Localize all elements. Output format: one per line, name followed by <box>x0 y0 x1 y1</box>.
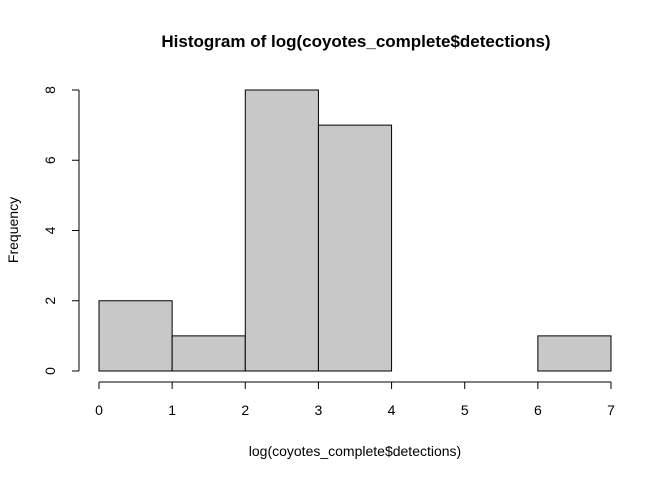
chart-title: Histogram of log(coyotes_complete$detect… <box>161 32 550 51</box>
histogram-bar-6 <box>537 335 612 372</box>
y-tick-label-1: 2 <box>42 297 58 305</box>
y-axis-label: Frequency <box>5 197 21 263</box>
x-tick-label-0: 0 <box>95 402 103 418</box>
y-tick-label-3: 6 <box>42 156 58 164</box>
x-tick-label-3: 3 <box>315 402 323 418</box>
x-tick-label-2: 2 <box>241 402 249 418</box>
histogram-bar-2 <box>244 89 319 372</box>
x-tick-label-1: 1 <box>168 402 176 418</box>
y-tick-label-4: 8 <box>42 86 58 94</box>
x-axis: 0 1 2 3 4 5 6 7 <box>95 381 615 418</box>
histogram-bar-0 <box>98 300 173 372</box>
x-tick-label-4: 4 <box>388 402 396 418</box>
x-tick-label-5: 5 <box>461 402 469 418</box>
y-tick-label-0: 0 <box>42 367 58 375</box>
histogram-bar-1 <box>171 335 246 372</box>
bars-group <box>98 89 612 372</box>
histogram-bar-3 <box>317 124 393 372</box>
y-tick-label-2: 4 <box>42 226 58 234</box>
x-tick-label-7: 7 <box>607 402 615 418</box>
x-axis-label: log(coyotes_complete$detections) <box>249 443 461 459</box>
y-axis: 0 2 4 6 8 <box>42 86 80 375</box>
x-tick-label-6: 6 <box>534 402 542 418</box>
